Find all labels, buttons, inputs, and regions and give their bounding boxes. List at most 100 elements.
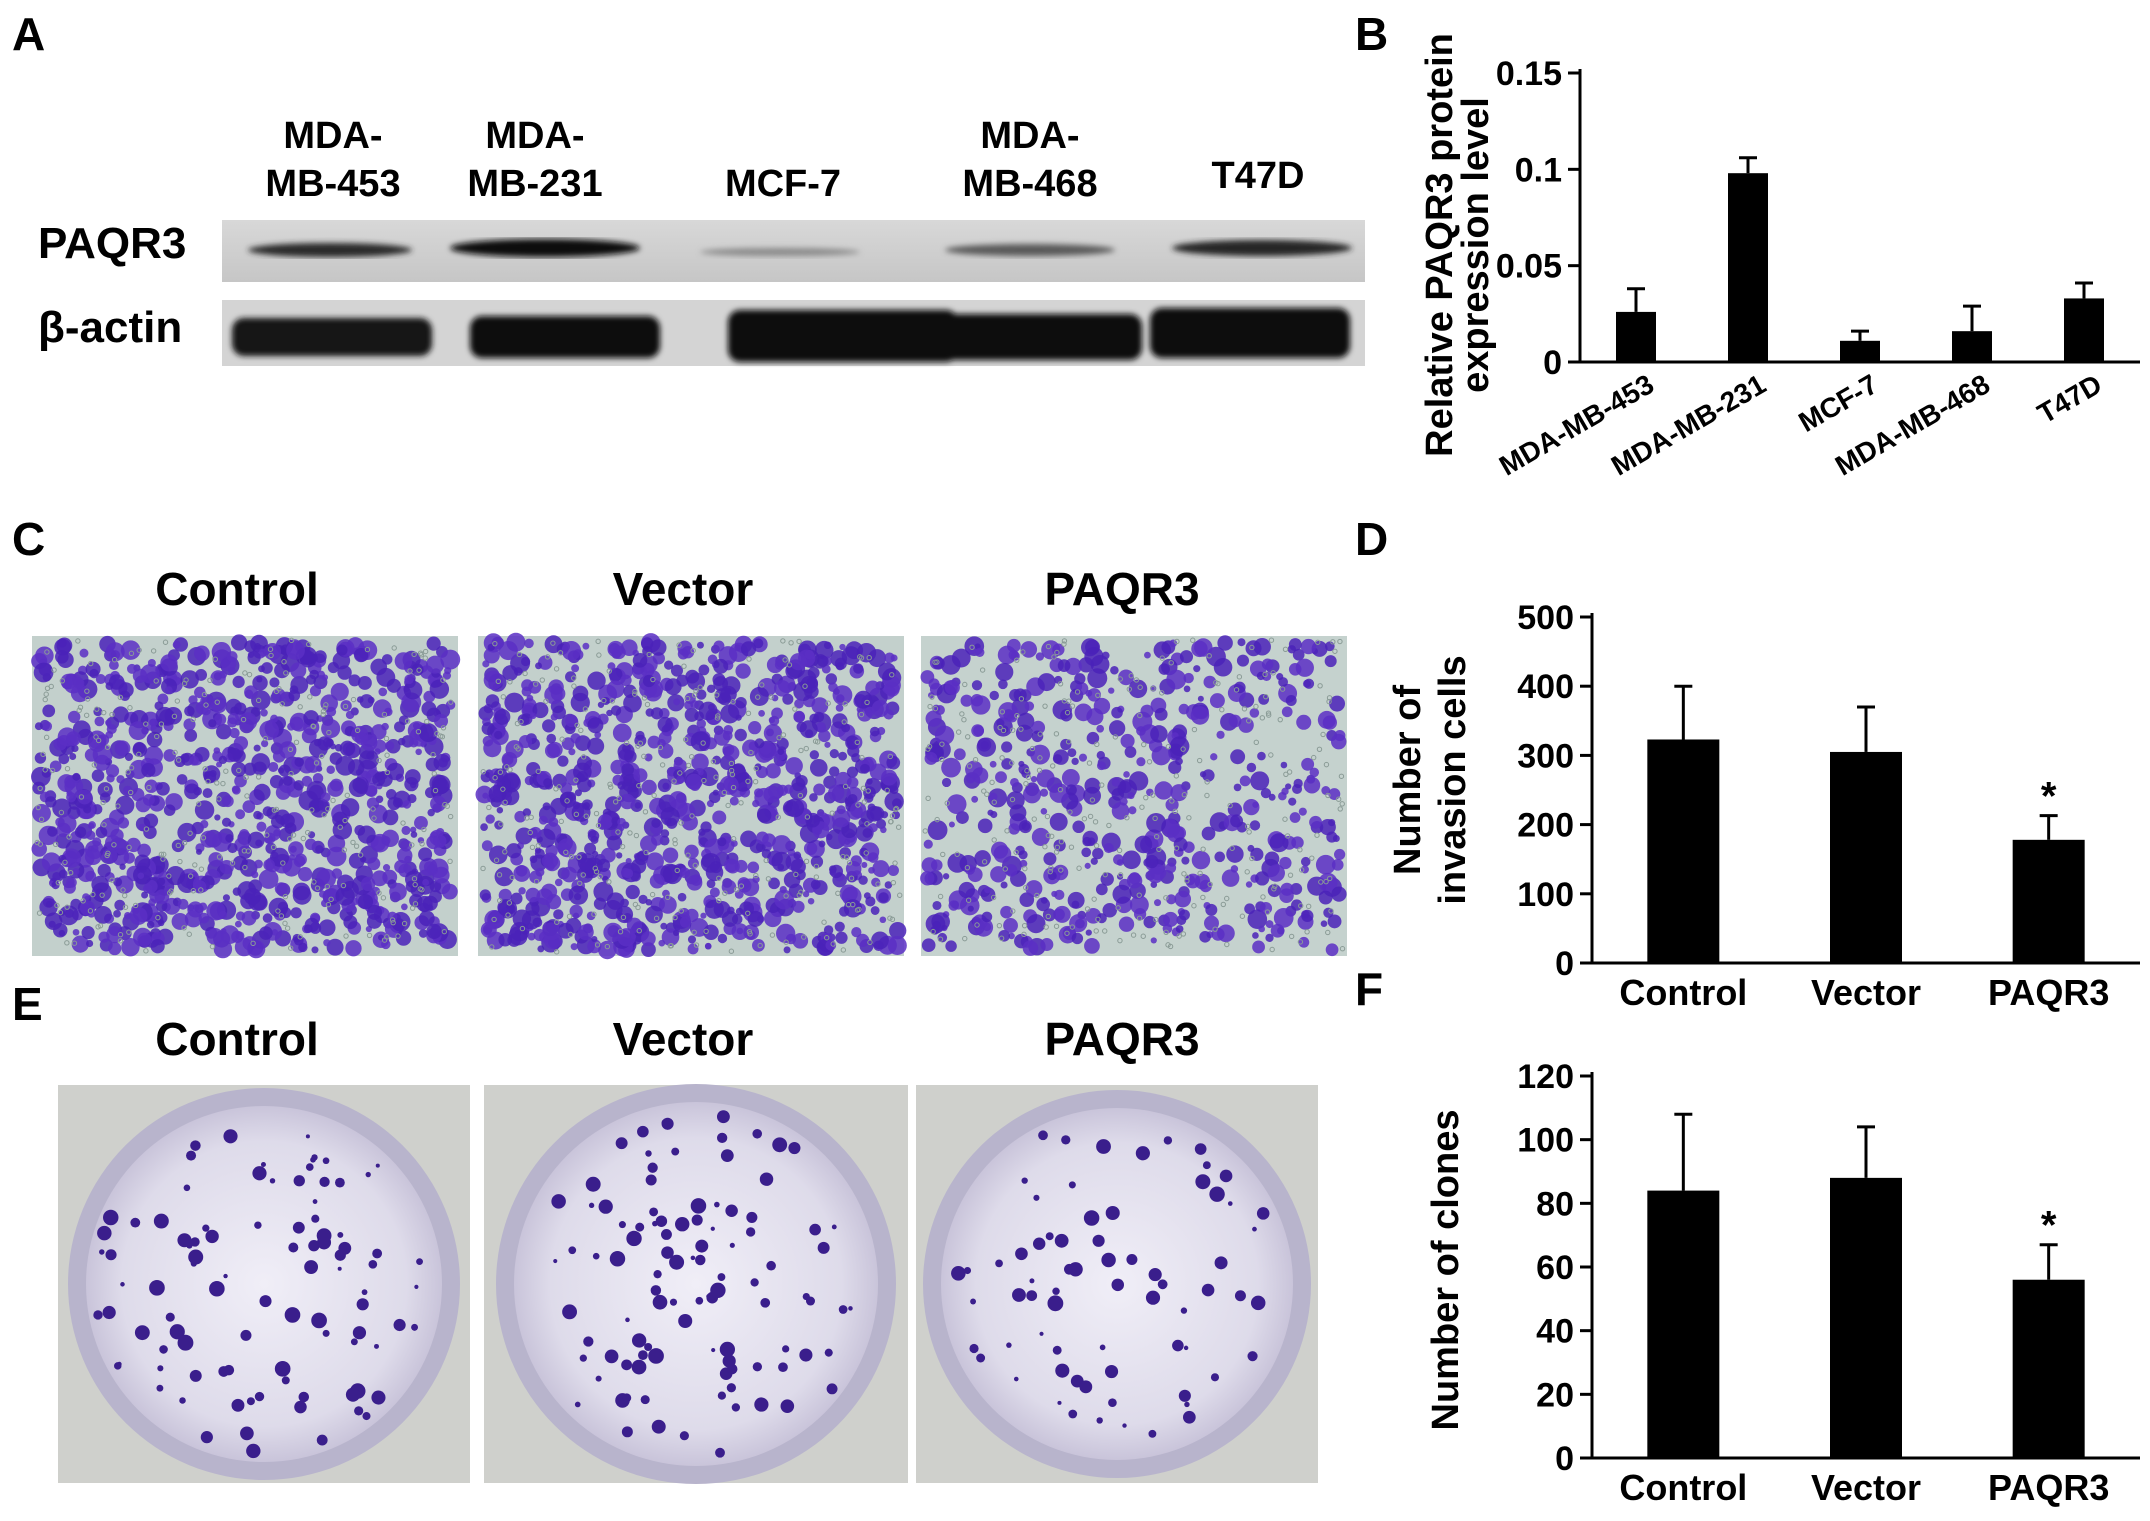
pore: [201, 691, 208, 698]
pore: [255, 774, 262, 780]
stained-cell: [126, 837, 141, 853]
colony: [1247, 1351, 1258, 1362]
stained-cell: [198, 912, 210, 924]
pore: [127, 705, 133, 711]
pore: [64, 940, 70, 946]
stained-cell: [233, 736, 249, 751]
stained-cell: [1165, 862, 1177, 874]
y-tick-label: 60: [1536, 1249, 1574, 1287]
stained-cell: [802, 890, 810, 898]
pore: [447, 813, 454, 820]
stained-cell: [971, 695, 991, 715]
stained-cell: [1096, 761, 1106, 771]
colony: [970, 1298, 977, 1305]
pore: [730, 699, 736, 705]
pore: [1099, 782, 1105, 788]
stained-cell: [640, 931, 656, 947]
colony: [695, 1239, 709, 1253]
stained-cell: [494, 730, 503, 740]
colony: [648, 1348, 664, 1364]
stained-cell: [365, 785, 378, 797]
stained-cell: [720, 685, 737, 703]
colony: [322, 1157, 330, 1165]
pore: [85, 696, 91, 702]
stained-cell: [1228, 714, 1242, 728]
pore: [757, 942, 763, 949]
stained-cell: [944, 679, 960, 695]
stained-cell: [993, 845, 1012, 863]
pore: [759, 682, 765, 688]
stained-cell: [591, 850, 599, 858]
y-tick-label: 200: [1517, 807, 1574, 845]
stained-cell: [1194, 638, 1213, 657]
pore: [1010, 908, 1016, 914]
pore: [864, 699, 870, 706]
pore: [1233, 687, 1240, 693]
stained-cell: [244, 685, 258, 700]
stained-cell: [1108, 687, 1115, 694]
colony: [1256, 1207, 1270, 1220]
colony: [153, 1213, 169, 1229]
stained-cell: [920, 670, 935, 684]
stained-cell: [862, 828, 873, 838]
blot-band: [728, 310, 958, 362]
stained-cell: [1030, 744, 1051, 765]
colony: [130, 1217, 141, 1228]
stained-cell: [850, 801, 867, 819]
stained-cell: [97, 782, 113, 798]
stained-cell: [813, 783, 826, 796]
stained-cell: [642, 674, 656, 688]
pore: [1042, 703, 1048, 709]
micrograph-title-control: Control: [155, 563, 319, 615]
lane-label-3: MCF-7: [725, 163, 841, 205]
colony: [1032, 1237, 1046, 1250]
pore: [497, 769, 504, 775]
stained-cell: [1205, 903, 1218, 916]
stained-cell: [821, 664, 831, 674]
colony: [311, 1312, 327, 1329]
stained-cell: [809, 793, 818, 802]
pore: [1150, 685, 1156, 692]
colony: [254, 1391, 265, 1402]
colony: [240, 1426, 254, 1441]
stained-cell: [1280, 882, 1294, 896]
stained-cell: [502, 665, 518, 681]
bar-vector: [1830, 1177, 1902, 1458]
stained-cell: [1122, 850, 1141, 870]
stained-cell: [414, 815, 428, 830]
pore: [1197, 870, 1203, 877]
pore: [998, 935, 1005, 941]
stained-cell: [108, 674, 125, 690]
stained-cell: [88, 821, 96, 829]
colony: [752, 1128, 763, 1139]
pore: [411, 651, 417, 658]
colony: [99, 1249, 105, 1255]
stained-cell: [219, 859, 234, 875]
stained-cell: [1166, 894, 1177, 905]
pore: [651, 792, 657, 799]
stained-cell: [498, 932, 512, 947]
pore: [1227, 802, 1233, 809]
stained-cell: [560, 782, 573, 795]
colony: [316, 1434, 328, 1446]
stained-cell: [329, 778, 343, 792]
stained-cell: [74, 826, 87, 838]
stained-cell: [1086, 731, 1100, 745]
y-tick-label: 0.05: [1496, 248, 1562, 286]
pore: [583, 813, 589, 819]
pore: [1036, 767, 1043, 774]
stained-cell: [825, 673, 838, 685]
pore: [43, 691, 49, 697]
pore: [384, 752, 390, 758]
pore: [95, 924, 101, 930]
pore: [1190, 637, 1196, 643]
pore: [282, 920, 288, 927]
stained-cell: [155, 706, 174, 725]
stained-cell: [1136, 757, 1146, 767]
stained-cell: [572, 685, 589, 702]
pore: [775, 814, 781, 820]
colony: [661, 1246, 674, 1259]
pore: [1204, 792, 1210, 799]
stained-cell: [810, 855, 824, 868]
stained-cell: [839, 643, 846, 651]
